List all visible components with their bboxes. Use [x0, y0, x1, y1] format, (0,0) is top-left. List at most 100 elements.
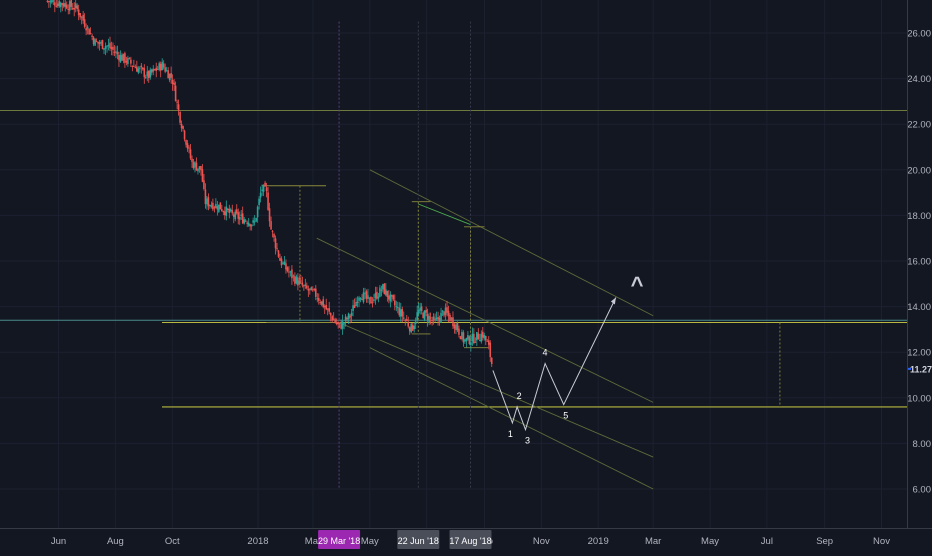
candle-body: [476, 331, 478, 341]
candle-body: [349, 315, 351, 318]
candle-body: [261, 189, 263, 192]
date-marker-label: 29 Mar '18: [318, 536, 360, 546]
candle-body: [320, 301, 323, 305]
candle-body: [162, 63, 165, 68]
candle-body: [474, 341, 477, 343]
candle-body: [116, 51, 119, 55]
candle-body: [235, 209, 238, 214]
candle-body: [183, 130, 186, 140]
candle-body: [143, 68, 146, 78]
candle-body: [206, 198, 208, 205]
candle-body: [268, 208, 271, 222]
candle-body: [152, 68, 155, 72]
candle-body: [209, 204, 211, 206]
candle-body: [434, 318, 436, 320]
candle-body: [377, 296, 380, 299]
candle-body: [481, 331, 484, 338]
candle-body: [115, 51, 117, 53]
wave-label: 5: [563, 411, 568, 421]
price-chart[interactable]: 1 2 3 4 5 ^: [0, 0, 907, 528]
candle-body: [271, 230, 274, 232]
candle-body: [201, 169, 204, 182]
candle-body: [46, 0, 49, 2]
candle-body: [252, 220, 254, 223]
candle-body: [149, 69, 152, 78]
candle-body: [52, 0, 55, 2]
candle-body: [414, 321, 417, 324]
candle-body: [164, 67, 166, 72]
candle-body: [300, 280, 302, 282]
candle-body: [397, 307, 399, 309]
candle-body: [458, 328, 460, 335]
price-tick-label: 24.00: [908, 74, 931, 85]
candle-body: [444, 307, 447, 315]
candle-body: [65, 4, 68, 9]
candle-body: [167, 70, 169, 79]
candle-body: [383, 283, 386, 295]
time-axis[interactable]: JunAugOct2018MarMayJulSepNov2019MarMayJu…: [0, 528, 932, 550]
candle-body: [57, 3, 59, 7]
candle-body: [229, 209, 232, 212]
date-marker-badge: [318, 530, 361, 549]
candle-body: [426, 314, 429, 321]
candle-body: [104, 46, 107, 49]
candle-body: [452, 317, 454, 327]
candle-body: [468, 336, 471, 345]
price-axis[interactable]: 26.00 24.00 22.00 20.00 18.00 16.00 14.00 12.00…: [907, 0, 932, 528]
candle-body: [161, 61, 163, 71]
candle-body: [274, 238, 277, 249]
candle-body: [288, 271, 290, 273]
candle-body: [165, 70, 168, 72]
candle-body: [91, 35, 93, 37]
candle-body: [232, 214, 235, 217]
candle-body: [94, 39, 96, 46]
candle-body: [62, 3, 65, 7]
candle-body: [203, 180, 205, 189]
candle-body: [447, 310, 450, 316]
candle-body: [77, 9, 80, 16]
candle-body: [191, 158, 193, 162]
candle-body: [431, 319, 433, 321]
candle-body: [95, 41, 98, 43]
candle-body: [316, 298, 319, 300]
candle-body: [92, 37, 95, 45]
candle-body: [259, 192, 262, 198]
candle-body: [389, 294, 392, 302]
price-axis-scale: 26.00 24.00 22.00 20.00 18.00 16.00 14.00 12.00…: [907, 29, 932, 496]
candle-body: [449, 314, 451, 322]
candle-body: [221, 209, 223, 212]
time-tick-label: Mar: [645, 536, 661, 547]
candle-body: [334, 319, 336, 323]
candle-body: [107, 44, 110, 46]
candle-body: [124, 53, 126, 63]
candle-body: [153, 69, 156, 71]
candle-body: [100, 41, 102, 44]
chart-area[interactable]: 1 2 3 4 5 ^: [0, 0, 907, 528]
candle-body: [312, 289, 314, 291]
candle-body: [346, 317, 348, 320]
candle-body: [147, 71, 150, 79]
candle-body: [150, 69, 153, 73]
candle-body: [58, 1, 61, 7]
candle-body: [270, 221, 272, 230]
candle-body: [440, 312, 442, 323]
candle-body: [416, 312, 418, 321]
candle-body: [361, 298, 363, 301]
candle-body: [356, 301, 359, 304]
candle-body: [341, 321, 344, 329]
candle-body: [64, 3, 67, 7]
current-price-badge: [908, 362, 932, 375]
candle-body: [240, 214, 243, 216]
candle-body: [155, 67, 158, 71]
candle-body: [408, 327, 411, 332]
candle-body: [486, 340, 489, 342]
candle-body: [423, 310, 426, 320]
time-tick-label: Nov: [873, 536, 890, 547]
candle-body: [137, 68, 140, 73]
candle-body: [61, 3, 64, 5]
candle-body: [395, 306, 398, 308]
candle-body: [194, 162, 196, 168]
candle-body: [237, 212, 240, 219]
current-price-label: 11.27: [910, 364, 932, 374]
candle-body: [337, 322, 339, 325]
